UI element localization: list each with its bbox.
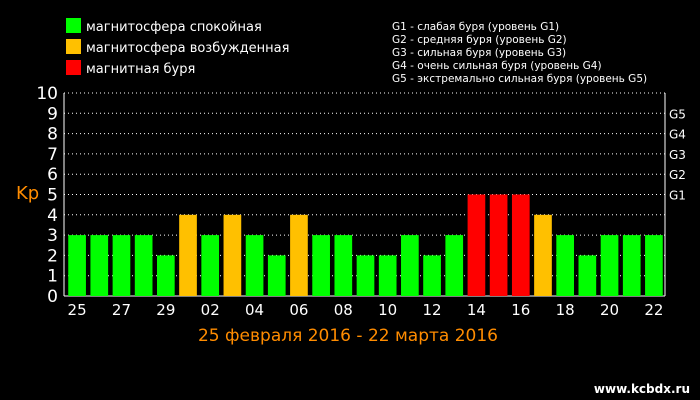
legend: магнитосфера спокойная магнитосфера возб…	[66, 18, 289, 77]
y-tick-label: 2	[47, 246, 58, 266]
kp-bar	[134, 235, 153, 296]
kp-bar	[68, 235, 86, 296]
x-tick-label: 22	[644, 301, 663, 319]
storm-level-axis-ticks: G1 G2 G3 G4 G5	[669, 107, 686, 202]
storm-level-tick-label: G3	[669, 148, 686, 162]
x-tick-label: 02	[201, 301, 220, 319]
storm-level-tick-label: G2	[669, 168, 686, 182]
y-tick-label: 9	[47, 104, 58, 124]
y-tick-label: 7	[47, 145, 58, 165]
y-tick-label: 6	[47, 165, 58, 185]
kp-bar	[245, 235, 264, 296]
kp-bar	[356, 255, 375, 296]
storm-level-tick-label: G4	[669, 128, 686, 142]
kp-bar	[223, 214, 242, 296]
legend-swatch-excited	[66, 39, 81, 54]
legend-swatch-storm	[66, 60, 81, 75]
kp-bars	[68, 194, 663, 296]
y-tick-label: 5	[47, 186, 58, 206]
kp-bar	[401, 235, 419, 296]
y-tick-label: 3	[47, 226, 58, 246]
storm-level-tick-label: G1	[669, 189, 686, 203]
x-tick-label: 10	[378, 301, 397, 319]
kp-bar	[312, 235, 330, 296]
kp-bar	[90, 235, 109, 296]
y-tick-label: 8	[47, 125, 58, 145]
storm-level-g5: G5 - экстремально сильная буря (уровень …	[392, 73, 647, 85]
kp-bar	[578, 255, 597, 296]
kp-bar	[378, 255, 397, 296]
storm-level-tick-label: G5	[669, 107, 686, 121]
y-tick-label: 4	[47, 206, 58, 226]
grid-lines	[64, 92, 665, 277]
storm-level-legend: G1 - слабая буря (уровень G1) G2 - средн…	[392, 21, 647, 85]
legend-label-quiet: магнитосфера спокойная	[86, 20, 262, 35]
legend-swatch-quiet	[66, 18, 81, 33]
storm-level-g1: G1 - слабая буря (уровень G1)	[392, 21, 559, 33]
kp-bar	[112, 235, 131, 296]
kp-bar	[267, 255, 286, 296]
kp-bar	[556, 235, 575, 296]
x-tick-label: 08	[334, 301, 353, 319]
kp-bar	[645, 235, 663, 296]
x-tick-label: 16	[511, 301, 530, 319]
x-tick-label: 14	[467, 301, 486, 319]
kp-bar	[156, 255, 175, 296]
y-tick-label: 10	[36, 84, 58, 104]
y-tick-label: 0	[47, 287, 58, 307]
kp-bar	[179, 214, 197, 296]
kp-bar	[201, 235, 220, 296]
kp-bar	[489, 194, 508, 296]
x-tick-label: 18	[556, 301, 575, 319]
kp-bar	[622, 235, 641, 296]
x-tick-label: 25	[68, 301, 87, 319]
storm-level-g2: G2 - средняя буря (уровень G2)	[392, 34, 567, 46]
y-tick-label: 1	[47, 267, 58, 287]
x-tick-label: 06	[289, 301, 308, 319]
y-axis-label: Kp	[16, 183, 39, 204]
kp-bar	[511, 194, 530, 296]
storm-level-g3: G3 - сильная буря (уровень G3)	[392, 47, 566, 59]
x-tick-label: 20	[600, 301, 619, 319]
storm-level-g4: G4 - очень сильная буря (уровень G4)	[392, 60, 602, 72]
site-watermark: www.kcbdx.ru	[594, 382, 690, 396]
legend-label-storm: магнитная буря	[86, 62, 195, 77]
x-tick-label: 04	[245, 301, 264, 319]
x-axis-ticks: 25 27 29 02 04 06 08 10 12 14 16 18 20 22	[68, 301, 664, 319]
kp-bar	[600, 235, 619, 296]
x-tick-label: 12	[423, 301, 442, 319]
x-tick-label: 27	[112, 301, 131, 319]
kp-bar	[334, 235, 353, 296]
legend-label-excited: магнитосфера возбужденная	[86, 41, 289, 56]
date-range-label: 25 февраля 2016 - 22 марта 2016	[198, 326, 498, 346]
kp-bar	[445, 235, 464, 296]
kp-bar	[290, 214, 308, 296]
kp-bar	[534, 214, 552, 296]
x-tick-label: 29	[156, 301, 175, 319]
kp-bar	[467, 194, 486, 296]
kp-bar	[423, 255, 441, 296]
